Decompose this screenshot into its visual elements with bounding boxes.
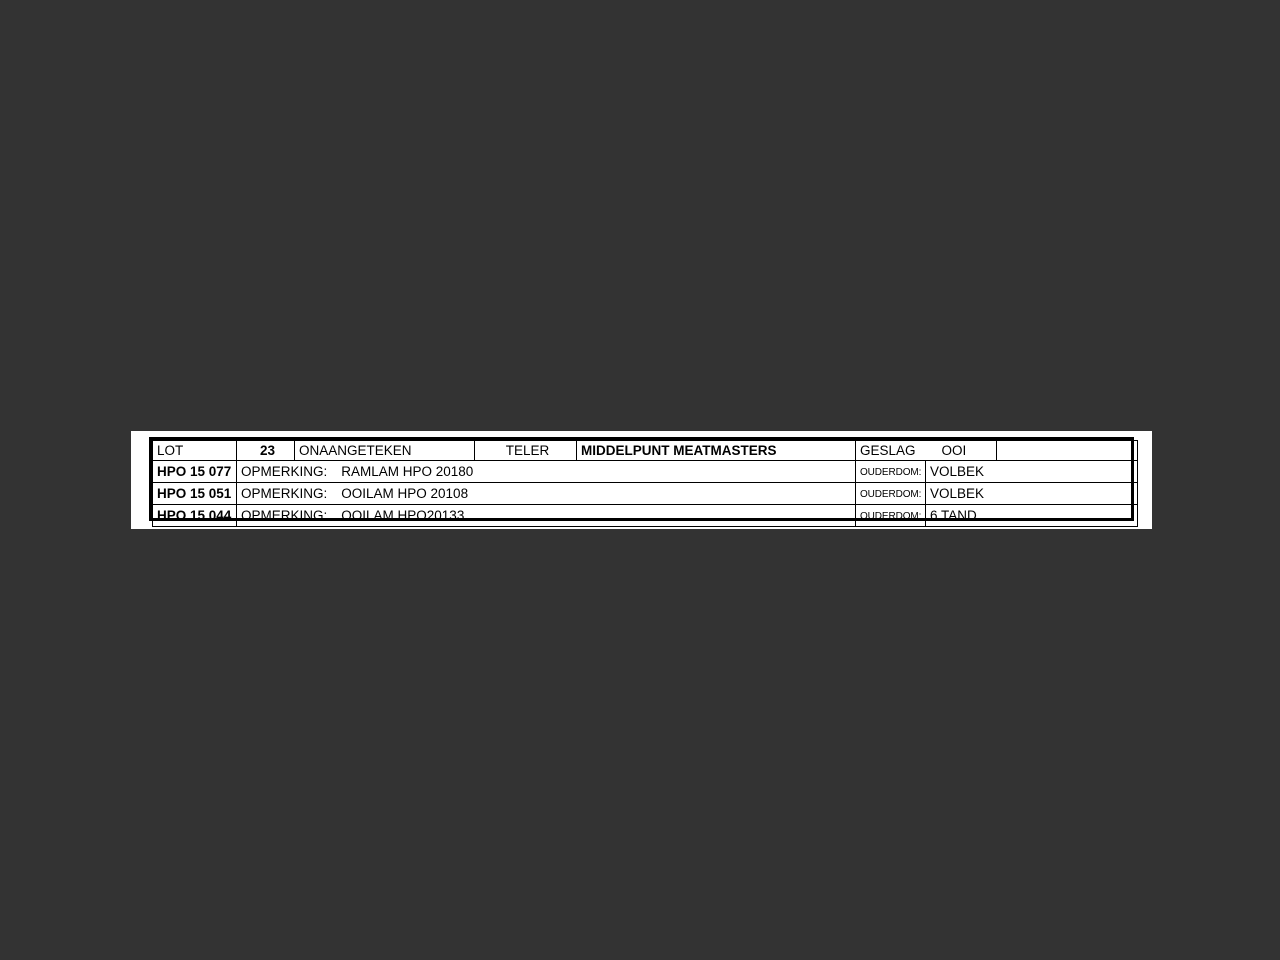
remark-value: OOILAM HPO 20108 xyxy=(341,486,469,501)
age-label: OUDERDOM: xyxy=(855,504,926,527)
breeder-name: MIDDELPUNT MEATMASTERS xyxy=(576,440,856,461)
remark-label: OPMERKING: xyxy=(241,464,328,479)
remark-field: OPMERKING: RAMLAM HPO 20180 xyxy=(236,460,856,483)
animal-tag: HPO 15 044 xyxy=(152,504,237,527)
animal-tag: HPO 15 077 xyxy=(152,460,237,483)
remark-label: OPMERKING: xyxy=(241,486,328,501)
lot-catalogue-table: LOT 23 ONAANGETEKEN TELER MIDDELPUNT MEA… xyxy=(149,437,1138,527)
age-value: 6 TAND xyxy=(925,504,1138,527)
table-row: HPO 15 051 OPMERKING: OOILAM HPO 20108 OU… xyxy=(152,482,1138,505)
breeder-label: TELER xyxy=(474,440,577,461)
age-label-text: OUDERDOM: xyxy=(860,511,922,522)
animal-tag: HPO 15 051 xyxy=(152,482,237,505)
remark-label: OPMERKING: xyxy=(241,508,328,523)
registration-status: ONAANGETEKEN xyxy=(294,440,475,461)
age-label: OUDERDOM: xyxy=(855,460,926,483)
remark-field: OPMERKING: OOILAM HPO 20108 xyxy=(236,482,856,505)
remark-value: OOILAM HPO20133 xyxy=(341,508,465,523)
sex-value: OOI xyxy=(941,443,967,458)
lot-label: LOT xyxy=(152,440,237,461)
lot-header-row: LOT 23 ONAANGETEKEN TELER MIDDELPUNT MEA… xyxy=(152,440,1138,461)
header-blank-cell xyxy=(996,440,1138,461)
paper-sheet: LOT 23 ONAANGETEKEN TELER MIDDELPUNT MEA… xyxy=(131,431,1152,529)
age-label-text: OUDERDOM: xyxy=(860,489,922,500)
remark-field: OPMERKING: OOILAM HPO20133 xyxy=(236,504,856,527)
sex-label: GESLAG xyxy=(860,443,916,458)
lot-number: 23 xyxy=(236,440,295,461)
age-value: VOLBEK xyxy=(925,482,1138,505)
sex-field: GESLAG OOI xyxy=(855,440,997,461)
age-label-text: OUDERDOM: xyxy=(860,467,922,478)
remark-value: RAMLAM HPO 20180 xyxy=(341,464,474,479)
age-value: VOLBEK xyxy=(925,460,1138,483)
table-row: HPO 15 044 OPMERKING: OOILAM HPO20133 OUD… xyxy=(152,504,1138,527)
table-row: HPO 15 077 OPMERKING: RAMLAM HPO 20180 OU… xyxy=(152,460,1138,483)
age-label: OUDERDOM: xyxy=(855,482,926,505)
